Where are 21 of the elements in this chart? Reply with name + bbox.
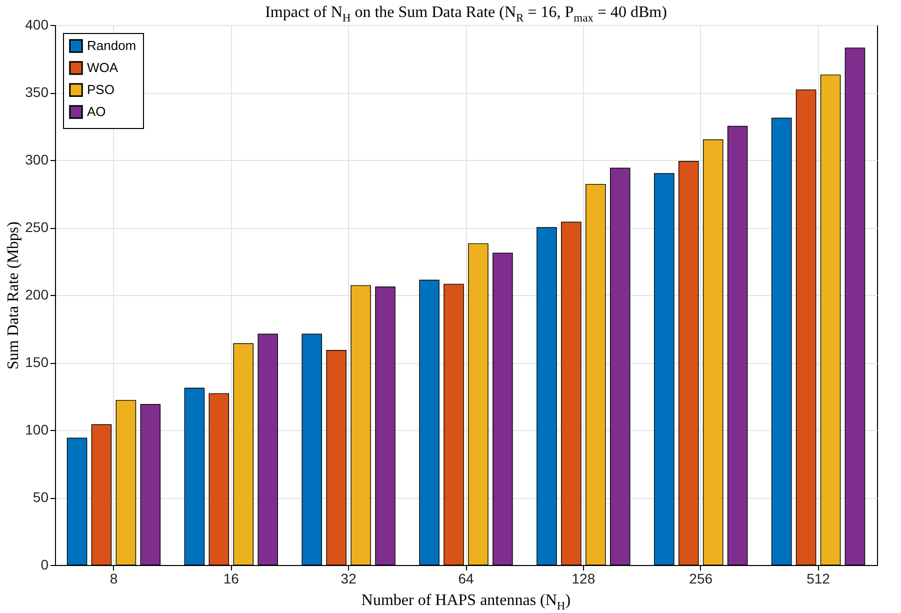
y-tick-label: 250 (25, 219, 49, 235)
x-tick-label: 16 (223, 570, 240, 586)
x-tick-label: 64 (458, 570, 474, 586)
x-tick-label: 8 (110, 570, 118, 586)
y-axis-title: Sum Data Rate (Mbps) (5, 222, 22, 370)
y-tick-label: 0 (40, 556, 49, 572)
legend-label: Random (87, 38, 136, 53)
x-tick-label: 512 (806, 570, 830, 586)
y-tick-label: 50 (32, 489, 49, 505)
y-tick-label: 350 (25, 84, 49, 100)
y-tick-label: 200 (25, 286, 49, 302)
x-tick-label: 32 (340, 570, 357, 586)
x-tick-label: 256 (689, 570, 713, 586)
y-tick-label: 100 (25, 422, 49, 438)
y-tick-label: 300 (25, 152, 49, 168)
x-tick-label: 128 (572, 570, 596, 586)
y-tick-label: 400 (25, 16, 49, 32)
legend-label: AO (87, 104, 106, 119)
legend-label: PSO (87, 82, 114, 97)
legend-label: WOA (87, 60, 118, 75)
y-tick-label: 150 (25, 354, 49, 370)
